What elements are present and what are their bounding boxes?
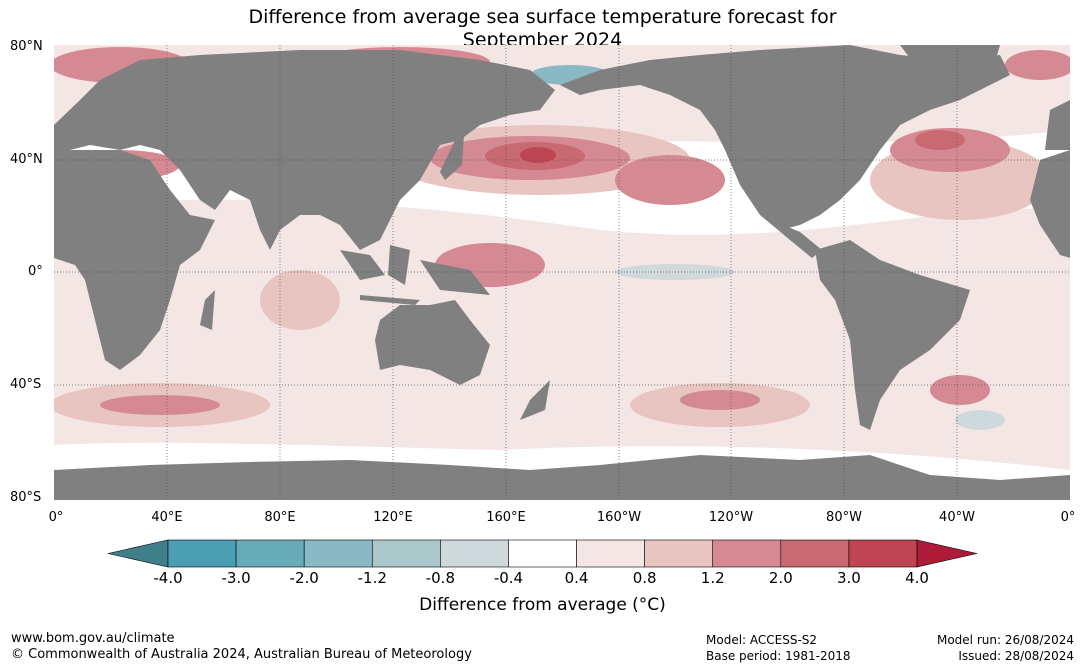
- australia: [375, 300, 490, 385]
- colorbar-tick-label: 3.0: [836, 569, 861, 587]
- lon-label: 40°E: [151, 510, 183, 525]
- greenland: [900, 45, 1000, 100]
- western-europe: [1045, 100, 1070, 150]
- footer-copyright: © Commonwealth of Australia 2024, Austra…: [11, 647, 472, 662]
- colorbar-tick-label: -1.2: [357, 569, 387, 587]
- lon-label: 120°E: [373, 510, 413, 525]
- antarctica: [54, 455, 1070, 500]
- lon-label: 80°W: [826, 510, 862, 525]
- north-america: [560, 45, 1010, 230]
- colorbar-tick-label: -3.0: [221, 569, 251, 587]
- colorbar-tick-label: 0.8: [632, 569, 657, 587]
- lon-label: 160°W: [596, 510, 642, 525]
- colorbar-tick-label: 4.0: [905, 569, 929, 587]
- footer-base-period: Base period: 1981-2018: [706, 649, 851, 663]
- land-masses: [54, 45, 1070, 500]
- colorbar-segment: [371, 539, 441, 568]
- footer-issued: Issued: 28/08/2024: [958, 649, 1074, 663]
- lon-label: 80°E: [264, 510, 296, 525]
- sst-anomaly-map: [54, 45, 1070, 500]
- colorbar-tick-label: 0.4: [564, 569, 589, 587]
- lon-label: 160°E: [486, 510, 526, 525]
- colorbar-tick-label: 1.2: [700, 569, 725, 587]
- footer-model-run: Model run: 26/08/2024: [936, 633, 1074, 647]
- lon-label: 0°: [48, 510, 64, 525]
- lat-label: 40°N: [10, 152, 43, 167]
- colorbar-segment: [780, 539, 850, 568]
- colorbar-tick-label: -0.4: [493, 569, 524, 587]
- colorbar-segment: [303, 539, 373, 568]
- lon-label: 40°W: [939, 510, 975, 525]
- colorbar: [107, 539, 978, 568]
- lon-label: 0°: [1060, 510, 1076, 525]
- lon-label: 120°W: [708, 510, 754, 525]
- colorbar-segment: [167, 539, 237, 568]
- graticule: [54, 45, 1070, 500]
- lat-label: 0°: [28, 264, 43, 279]
- colorbar-tick-label: 2.0: [768, 569, 793, 587]
- colorbar-tick-label: -4.0: [153, 569, 183, 587]
- colorbar-segment: [712, 539, 782, 568]
- colorbar-high-extend: [916, 539, 978, 568]
- map-title-line1: Difference from average sea surface temp…: [248, 6, 837, 28]
- maritime-continent: [340, 245, 490, 305]
- colorbar-segment: [508, 539, 577, 568]
- lat-label: 40°S: [10, 377, 42, 392]
- madagascar: [200, 290, 215, 330]
- eurasia: [54, 50, 555, 250]
- new-zealand: [520, 380, 550, 420]
- central-america: [760, 215, 822, 258]
- colorbar-tick-label: -0.8: [425, 569, 455, 587]
- africa: [54, 150, 215, 370]
- lat-label: 80°S: [10, 490, 42, 505]
- south-america: [815, 240, 970, 430]
- colorbar-segment: [235, 539, 305, 568]
- lat-label: 80°N: [10, 39, 43, 54]
- colorbar-segment: [848, 539, 918, 568]
- colorbar-tick-label: -2.0: [289, 569, 319, 587]
- colorbar-low-extend: [107, 539, 169, 568]
- colorbar-segment: [644, 539, 714, 568]
- japan: [440, 120, 465, 180]
- colorbar-segment: [440, 539, 509, 568]
- colorbar-label: Difference from average (°C): [419, 595, 666, 615]
- footer-url[interactable]: www.bom.gov.au/climate: [11, 631, 175, 646]
- footer-model: Model: ACCESS-S2: [706, 633, 818, 647]
- west-africa: [1030, 150, 1070, 258]
- colorbar-segment: [576, 539, 645, 568]
